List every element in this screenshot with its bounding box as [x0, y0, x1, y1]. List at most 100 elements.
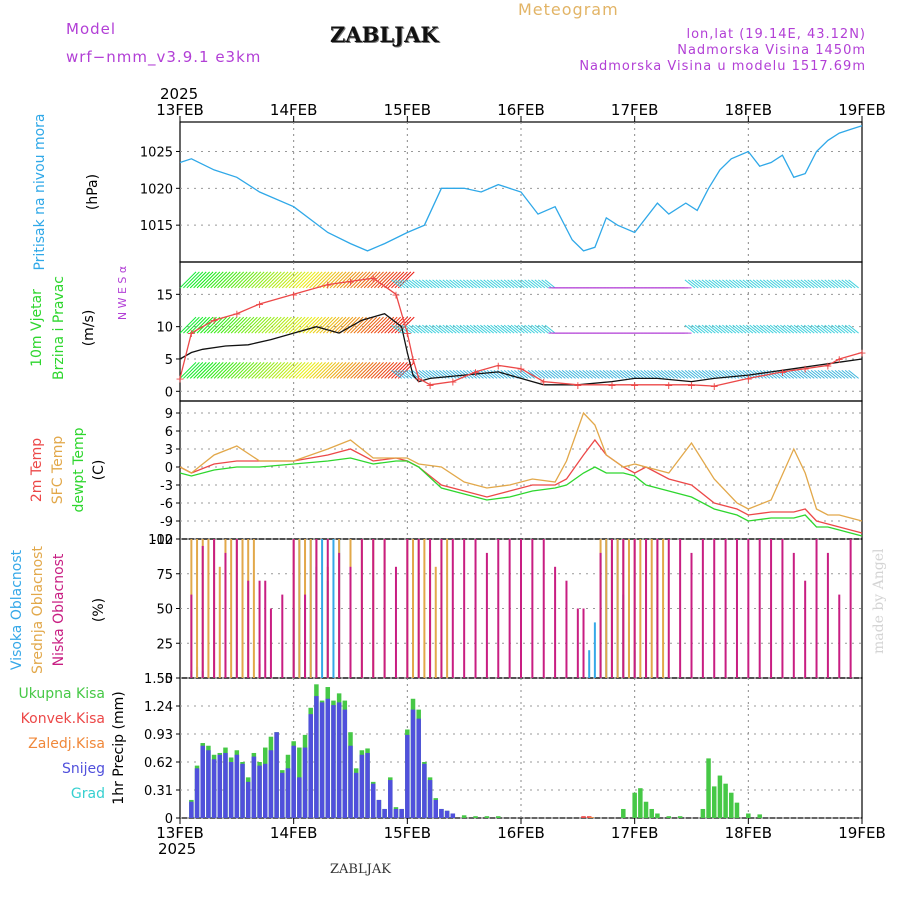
bar-niska-oblacnost — [781, 539, 784, 678]
wind-barb — [585, 369, 597, 379]
wind-barb — [292, 362, 309, 379]
wind-barb — [230, 271, 248, 289]
wind-barb — [803, 279, 815, 289]
bar-niska-oblacnost — [582, 608, 585, 678]
wind-barb — [814, 369, 825, 379]
wind-barb — [647, 369, 658, 379]
wind-barb — [838, 279, 849, 289]
gust-marker: + — [408, 353, 417, 366]
wind-barb — [353, 316, 371, 334]
bar-niska-oblacnost — [247, 580, 250, 678]
station-title: ZABLJAK — [330, 22, 439, 47]
wind-barb — [298, 271, 316, 289]
wind-barb — [370, 362, 388, 379]
wind-barb — [684, 369, 696, 379]
wind-barb — [343, 362, 361, 379]
bar-niska-oblacnost — [463, 539, 466, 678]
gust-marker: + — [710, 380, 719, 393]
wind-barb — [326, 271, 343, 289]
y-tick-label: 50 — [156, 603, 173, 618]
gust-marker: + — [835, 353, 844, 366]
wind-barb — [544, 324, 556, 334]
y-tick-label: 0.62 — [144, 756, 173, 771]
wind-barb — [326, 362, 343, 379]
bar-snijeg — [189, 801, 194, 818]
bar-snijeg — [234, 754, 240, 818]
wind-barb — [179, 316, 197, 334]
panel-label-low-cloud: Niska Oblacnost — [51, 553, 67, 666]
gust-marker: + — [255, 298, 264, 311]
bar-snijeg — [240, 763, 245, 818]
wind-barb — [288, 362, 306, 379]
wind-barb — [271, 271, 289, 289]
gust-marker: + — [687, 379, 696, 392]
wind-barb — [234, 271, 251, 289]
y-tick-label: 5 — [165, 353, 173, 368]
wind-barb — [831, 279, 842, 289]
wind-barb — [844, 369, 856, 379]
wind-barb — [493, 279, 505, 289]
wind-barb — [196, 271, 214, 289]
bar-snijeg — [223, 752, 228, 818]
wind-barb — [189, 316, 207, 334]
wind-barb — [824, 279, 836, 289]
wind-barb — [404, 279, 416, 289]
wind-barb — [827, 324, 839, 334]
wind-barb — [408, 369, 420, 379]
wind-barb — [722, 279, 733, 289]
wind-barb — [445, 369, 457, 379]
gust-marker: + — [414, 372, 423, 385]
wind-barb — [261, 316, 279, 334]
bar-niska-oblacnost — [269, 608, 272, 678]
bar-niska-oblacnost — [235, 539, 238, 678]
wind-barb — [592, 369, 604, 379]
wind-barb — [449, 279, 460, 289]
wind-barb — [183, 316, 200, 334]
bar-ukupna-kisa — [729, 792, 734, 818]
wind-barb — [776, 369, 788, 379]
bar-niska-oblacnost — [406, 539, 409, 678]
wind-barb — [459, 279, 471, 289]
bar-niska-oblacnost — [656, 539, 659, 678]
bar-niska-oblacnost — [838, 594, 841, 678]
bar-visoka-oblacnost — [332, 539, 335, 678]
wind-barb — [514, 369, 525, 379]
y-tick-label: 0 — [165, 461, 173, 476]
bar-niska-oblacnost — [349, 566, 352, 678]
wind-barb — [681, 369, 692, 379]
wind-barb — [394, 324, 406, 334]
wind-barb — [343, 271, 361, 289]
wind-barb — [722, 324, 733, 334]
y-tick-label: 100 — [148, 533, 173, 548]
bar-niska-oblacnost — [770, 539, 773, 678]
bar-niska-oblacnost — [724, 539, 727, 678]
y-tick-label: -12 — [152, 533, 173, 548]
wind-barb — [244, 362, 262, 379]
panel-frame-temperature — [179, 400, 863, 540]
panel-unit-precip: 1hr Precip (mm) — [111, 691, 127, 804]
x-tick-label-bottom: 13FEB — [156, 824, 203, 842]
wind-barb — [356, 362, 374, 379]
wind-barb — [247, 362, 265, 379]
bar-snijeg — [308, 714, 313, 818]
wind-barb — [261, 271, 279, 289]
wind-barb — [445, 279, 457, 289]
wind-barb — [688, 279, 699, 289]
wind-barb — [432, 279, 443, 289]
wind-barb — [817, 369, 829, 379]
bar-niska-oblacnost — [815, 539, 818, 678]
bar-niska-oblacnost — [667, 539, 670, 678]
wind-barb — [531, 324, 542, 334]
wind-barb — [339, 271, 357, 289]
wind-barb — [626, 369, 638, 379]
wind-barb — [517, 369, 529, 379]
bar-ukupna-kisa — [632, 792, 637, 818]
wind-barb — [329, 362, 347, 379]
bar-niska-oblacnost — [338, 552, 341, 678]
wind-barb — [705, 279, 716, 289]
x-tick-label-bottom: 15FEB — [384, 824, 431, 842]
wind-barb — [241, 271, 258, 289]
wind-barb — [452, 324, 464, 334]
wind-barb — [319, 362, 337, 379]
